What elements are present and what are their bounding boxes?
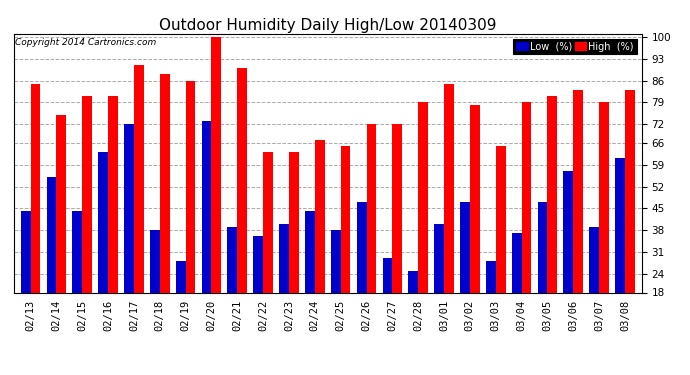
Bar (366, 124, 376, 292)
Bar (237, 68, 247, 292)
Bar (98, 152, 108, 292)
Bar (460, 202, 470, 292)
Bar (547, 96, 558, 292)
Bar (176, 261, 186, 292)
Bar (160, 74, 170, 292)
Bar (512, 233, 522, 292)
Bar (599, 102, 609, 292)
Bar (228, 227, 237, 292)
Bar (211, 37, 221, 292)
Bar (289, 152, 299, 292)
Bar (408, 271, 418, 292)
Bar (186, 81, 195, 292)
Bar (625, 90, 635, 292)
Bar (444, 84, 454, 292)
Bar (564, 171, 573, 292)
Bar (331, 230, 341, 292)
Bar (615, 159, 625, 292)
Bar (201, 121, 211, 292)
Text: Copyright 2014 Cartronics.com: Copyright 2014 Cartronics.com (15, 38, 157, 46)
Bar (486, 261, 495, 292)
Bar (253, 236, 263, 292)
Bar (573, 90, 583, 292)
Bar (30, 84, 41, 292)
Bar (357, 202, 366, 292)
Bar (108, 96, 118, 292)
Bar (470, 105, 480, 292)
Bar (82, 96, 92, 292)
Bar (434, 224, 444, 292)
Bar (418, 102, 428, 292)
Bar (134, 65, 144, 292)
Bar (263, 152, 273, 292)
Bar (393, 124, 402, 292)
Bar (589, 227, 599, 292)
Bar (72, 211, 82, 292)
Bar (150, 230, 160, 292)
Bar (522, 102, 531, 292)
Bar (341, 146, 351, 292)
Bar (495, 146, 506, 292)
Bar (21, 211, 30, 292)
Bar (57, 115, 66, 292)
Bar (305, 211, 315, 292)
Title: Outdoor Humidity Daily High/Low 20140309: Outdoor Humidity Daily High/Low 20140309 (159, 18, 497, 33)
Bar (47, 177, 57, 292)
Bar (124, 124, 134, 292)
Bar (382, 258, 393, 292)
Bar (538, 202, 547, 292)
Bar (279, 224, 289, 292)
Legend: Low  (%), High  (%): Low (%), High (%) (513, 39, 637, 54)
Bar (315, 140, 325, 292)
